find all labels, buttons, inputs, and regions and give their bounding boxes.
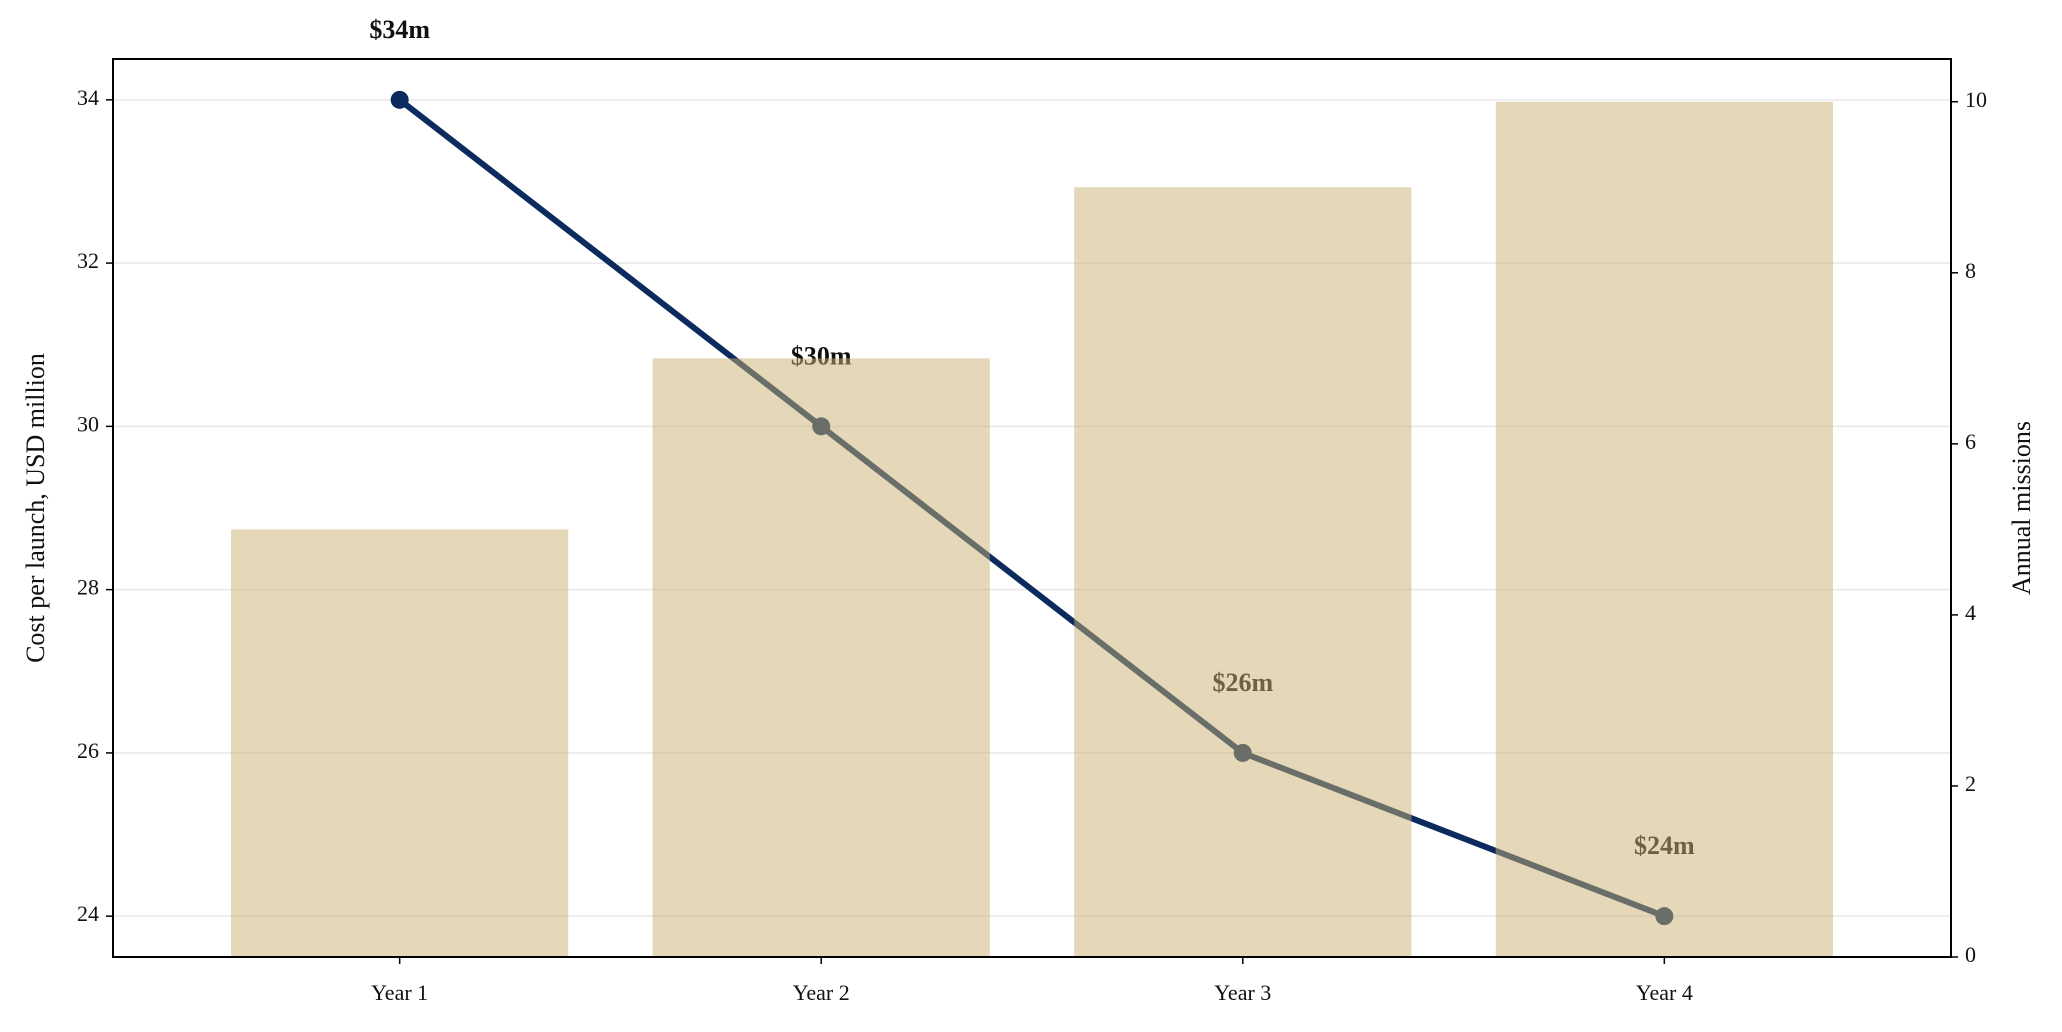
x-tick-label: Year 2: [793, 980, 850, 1005]
bar: [1074, 187, 1412, 958]
y-tick-label: 26: [77, 738, 99, 763]
y2-tick-label: 8: [1965, 258, 1976, 283]
y-axis-label: Cost per launch, USD million: [21, 353, 50, 663]
y-tick-label: 24: [77, 901, 99, 926]
y2-tick-label: 2: [1965, 771, 1976, 796]
line: [397, 97, 1666, 919]
y2-tick-label: 6: [1965, 429, 1976, 454]
bar: [1495, 101, 1833, 957]
point: [390, 90, 409, 109]
y-tick-label: 32: [77, 248, 99, 273]
y2-tick-label: 0: [1965, 942, 1976, 967]
bar: [231, 529, 569, 957]
y-tick-label: 30: [77, 411, 99, 436]
x-tick-label: Year 3: [1214, 980, 1271, 1005]
plot-frame: [112, 58, 1952, 958]
x-tick-label: Year 4: [1636, 980, 1693, 1005]
y2-axis-label: Annual missions: [2007, 421, 2036, 595]
y-tick-label: 34: [77, 85, 99, 110]
x-tick-label: Year 1: [371, 980, 428, 1005]
y-tick-label: 28: [77, 575, 99, 600]
value-label: $34m: [369, 15, 430, 44]
y2-tick-label: 10: [1965, 87, 1987, 112]
bar: [652, 358, 990, 957]
y2-tick-label: 4: [1965, 600, 1976, 625]
